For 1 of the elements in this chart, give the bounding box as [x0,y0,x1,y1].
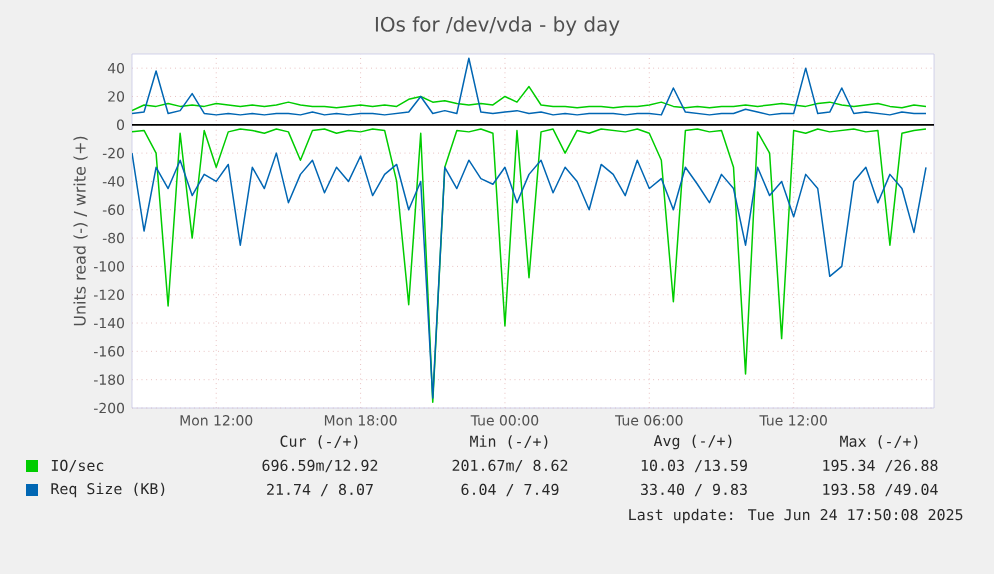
chart-title: IOs for /dev/vda - by day [375,16,620,36]
